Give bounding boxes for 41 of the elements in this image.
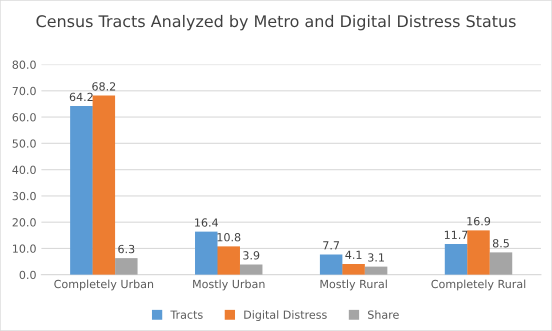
y-tick-label: 0.0 <box>20 270 36 280</box>
data-label: 11.7 <box>444 230 468 239</box>
data-label: 3.1 <box>368 253 384 262</box>
bar <box>342 264 365 275</box>
data-label: 10.8 <box>218 233 240 242</box>
y-tick-label: 50.0 <box>12 139 36 148</box>
bar <box>490 252 512 275</box>
x-tick-label: Completely Rural <box>431 280 526 290</box>
data-label: 16.9 <box>467 216 490 226</box>
y-tick-label: 70.0 <box>12 86 36 96</box>
data-label: 3.9 <box>243 251 260 260</box>
bar <box>320 254 342 275</box>
x-tick-label: Completely Urban <box>54 280 154 290</box>
chart-title: Census Tracts Analyzed by Metro and Digital Distress Status <box>36 14 516 30</box>
legend-label: Digital Distress <box>244 310 327 321</box>
y-tick-label: 30.0 <box>12 192 36 200</box>
bar <box>70 106 93 275</box>
data-label: 16.4 <box>195 218 218 227</box>
y-tick-label: 10.0 <box>13 244 36 253</box>
y-tick-label: 60.0 <box>12 113 36 122</box>
y-tick-label: 20.0 <box>12 218 36 227</box>
data-label: 4.1 <box>345 250 362 259</box>
data-label: 6.3 <box>118 244 134 254</box>
legend-label: Share <box>368 310 399 319</box>
data-label: 8.5 <box>492 239 509 248</box>
bar <box>444 244 468 275</box>
bar <box>240 264 262 275</box>
data-label: 64.2 <box>70 92 93 102</box>
x-tick-label: Mostly Urban <box>193 280 264 290</box>
x-tick-label: Mostly Rural <box>320 280 387 290</box>
y-tick-label: 40.0 <box>12 166 36 174</box>
data-label: 7.7 <box>323 241 340 250</box>
bar <box>217 246 240 275</box>
bar <box>115 258 138 275</box>
legend-label: Tracts <box>170 310 203 319</box>
data-label: 68.2 <box>92 82 116 91</box>
bar <box>195 232 218 275</box>
bar <box>364 266 388 275</box>
y-tick-label: 80.0 <box>12 60 36 69</box>
bar <box>467 230 490 275</box>
bar <box>92 96 116 275</box>
